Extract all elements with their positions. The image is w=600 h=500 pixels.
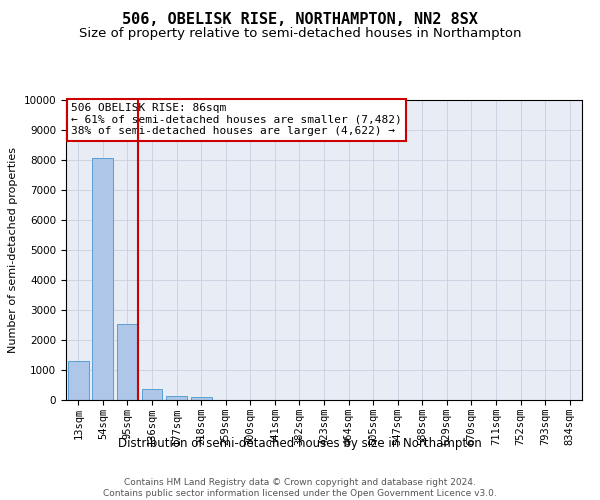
Bar (117, 324, 138, 400)
Bar (92, 158, 113, 400)
Text: 506 OBELISK RISE: 86sqm
← 61% of semi-detached houses are smaller (7,482)
38% of: 506 OBELISK RISE: 86sqm ← 61% of semi-de… (71, 103, 402, 136)
Text: Contains HM Land Registry data © Crown copyright and database right 2024.
Contai: Contains HM Land Registry data © Crown c… (103, 478, 497, 498)
Bar (68, 361, 89, 400)
Text: Size of property relative to semi-detached houses in Northampton: Size of property relative to semi-detach… (79, 28, 521, 40)
Text: Distribution of semi-detached houses by size in Northampton: Distribution of semi-detached houses by … (118, 438, 482, 450)
Y-axis label: Number of semi-detached properties: Number of semi-detached properties (8, 147, 18, 353)
Text: 506, OBELISK RISE, NORTHAMPTON, NN2 8SX: 506, OBELISK RISE, NORTHAMPTON, NN2 8SX (122, 12, 478, 28)
Bar (191, 396, 212, 400)
Bar (166, 396, 187, 400)
Bar (142, 389, 163, 400)
